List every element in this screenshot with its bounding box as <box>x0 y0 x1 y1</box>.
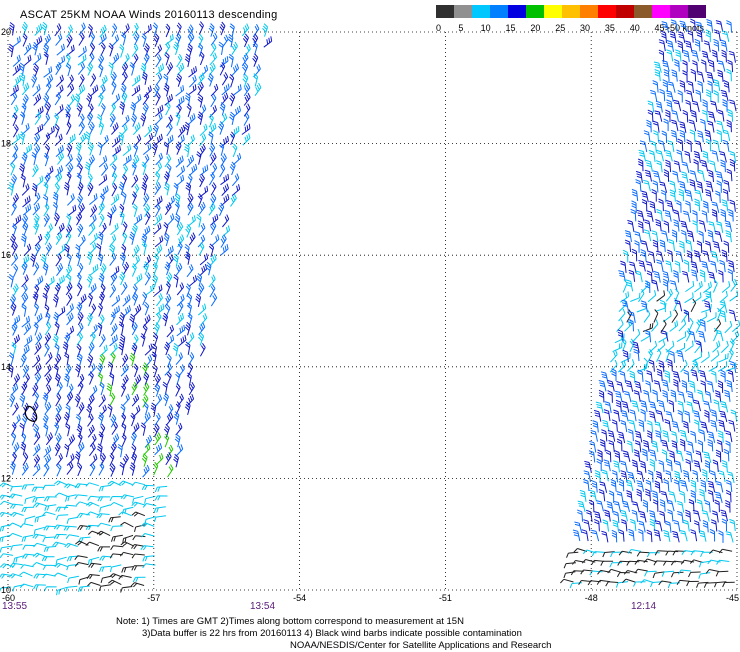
colorbar-swatch <box>472 5 490 18</box>
latitude-label: 14 <box>1 362 11 372</box>
wind-barb-map: 20 18 16 14 12 10 -60 -57 -54 -51 -48 -45 13:55 13… <box>0 18 740 612</box>
longitude-labels: -60 -57 -54 -51 -48 -45 <box>2 593 739 603</box>
latitude-label: 18 <box>1 139 11 149</box>
colorbar-swatch <box>598 5 616 18</box>
longitude-label: -51 <box>439 593 452 603</box>
map-title: ASCAT 25KM NOAA Winds 20160113 descendin… <box>20 9 278 21</box>
colorbar-swatch <box>688 5 706 18</box>
colorbar-swatch <box>508 5 526 18</box>
colorbar-swatch <box>616 5 634 18</box>
colorbar-swatch <box>670 5 688 18</box>
latitude-label: 12 <box>1 473 11 483</box>
colorbar-label: 20 <box>530 23 540 33</box>
colorbar-swatches <box>436 5 706 18</box>
latitude-labels: 20 18 16 14 12 10 <box>1 27 11 595</box>
colorbar-swatch <box>490 5 508 18</box>
note-line-2: 3)Data buffer is 22 hrs from 20160113 4)… <box>142 628 522 639</box>
latitude-label: 16 <box>1 250 11 260</box>
longitude-label: -48 <box>585 593 598 603</box>
pass-time-west-2: 13:54 <box>250 601 275 612</box>
colorbar-label: >50 knots <box>665 23 705 33</box>
note-line-3: NOAA/NESDIS/Center for Satellite Applica… <box>290 640 552 651</box>
colorbar-label: 40 <box>630 23 640 33</box>
longitude-label: -45 <box>726 593 739 603</box>
colorbar-swatch <box>562 5 580 18</box>
longitude-label: -57 <box>147 593 160 603</box>
longitude-label: -60 <box>2 593 15 603</box>
latitude-label: 20 <box>1 27 11 37</box>
colorbar-swatch <box>652 5 670 18</box>
colorbar-label: 10 <box>481 23 491 33</box>
longitude-label: -54 <box>293 593 306 603</box>
colorbar-swatch <box>526 5 544 18</box>
wind-speed-colorbar: 0 5 10 15 20 25 30 35 40 45 >50 knots <box>436 5 706 33</box>
colorbar-label: 5 <box>458 23 463 33</box>
colorbar-label: 30 <box>580 23 590 33</box>
note-line-1: Note: 1) Times are GMT 2)Times along bot… <box>116 616 464 627</box>
colorbar-labels: 0 5 10 15 20 25 30 35 40 45 >50 knots <box>436 23 705 33</box>
colorbar-label: 35 <box>605 23 615 33</box>
latitude-label: 10 <box>1 585 11 595</box>
colorbar-label: 45 <box>655 23 665 33</box>
colorbar-swatch <box>580 5 598 18</box>
colorbar-swatch <box>634 5 652 18</box>
lat-lon-gridlines <box>7 31 738 591</box>
colorbar-label: 0 <box>436 23 441 33</box>
pass-time-east: 12:14 <box>631 601 656 612</box>
colorbar-label: 25 <box>555 23 565 33</box>
colorbar-swatch <box>544 5 562 18</box>
pass-time-west-1: 13:55 <box>2 601 27 612</box>
wind-barbs-western-swath <box>0 21 273 596</box>
barbados-island-outline <box>24 405 38 422</box>
wind-barbs-eastern-swath <box>560 18 740 589</box>
colorbar-label: 15 <box>506 23 516 33</box>
colorbar-swatch <box>436 5 454 18</box>
colorbar-swatch <box>454 5 472 18</box>
